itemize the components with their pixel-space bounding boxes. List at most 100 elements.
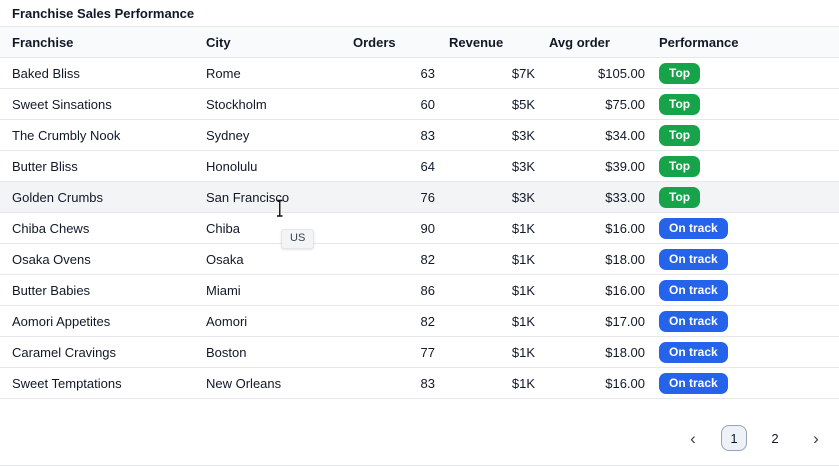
avg-order-cell: $17.00	[537, 305, 647, 337]
franchise-cell: Golden Crumbs	[0, 181, 194, 213]
orders-cell: 77	[341, 336, 437, 368]
pagination-page-1[interactable]: 1	[721, 425, 747, 451]
performance-cell: Top	[647, 181, 839, 213]
orders-cell: 82	[341, 305, 437, 337]
column-header-avg-order: Avg order	[537, 26, 647, 58]
revenue-cell: $1K	[437, 367, 537, 399]
franchise-cell: The Crumbly Nook	[0, 119, 194, 151]
franchise-table: Franchise City Orders Revenue Avg order Perfo…	[0, 26, 839, 399]
table-body: Baked Bliss Rome 63 $7K $105.00 Top Sweet Sins…	[0, 57, 839, 399]
performance-badge: On track	[659, 279, 728, 301]
pagination: ‹ 1 2 ›	[680, 425, 829, 451]
table-row[interactable]: Sweet Sinsations Stockholm 60 $5K $75.00 Top	[0, 88, 839, 120]
revenue-cell: $1K	[437, 274, 537, 306]
orders-cell: 82	[341, 243, 437, 275]
franchise-cell: Aomori Appetites	[0, 305, 194, 337]
orders-cell: 83	[341, 119, 437, 151]
city-cell: Sydney	[194, 119, 341, 151]
performance-badge: On track	[659, 372, 728, 394]
city-cell: San Francisco	[194, 181, 341, 213]
avg-order-cell: $33.00	[537, 181, 647, 213]
revenue-cell: $5K	[437, 88, 537, 120]
table-row[interactable]: Caramel Cravings Boston 77 $1K $18.00 On trac…	[0, 336, 839, 368]
franchise-cell: Butter Babies	[0, 274, 194, 306]
pagination-prev-button[interactable]: ‹	[680, 425, 706, 451]
table-row[interactable]: Sweet Temptations New Orleans 83 $1K $16.00 O…	[0, 367, 839, 399]
avg-order-cell: $16.00	[537, 274, 647, 306]
table-row[interactable]: The Crumbly Nook Sydney 83 $3K $34.00 Top	[0, 119, 839, 151]
orders-cell: 76	[341, 181, 437, 213]
column-header-orders: Orders	[341, 26, 437, 58]
table-row[interactable]: Butter Bliss Honolulu 64 $3K $39.00 Top	[0, 150, 839, 182]
pagination-page-2[interactable]: 2	[762, 425, 788, 451]
revenue-cell: $1K	[437, 336, 537, 368]
column-header-performance: Performance	[647, 26, 839, 58]
franchise-cell: Sweet Sinsations	[0, 88, 194, 120]
table-row[interactable]: Chiba Chews Chiba 90 $1K $16.00 On track	[0, 212, 839, 244]
performance-cell: Top	[647, 57, 839, 89]
table-row[interactable]: Butter Babies Miami 86 $1K $16.00 On track	[0, 274, 839, 306]
avg-order-cell: $16.00	[537, 212, 647, 244]
table-row[interactable]: Osaka Ovens Osaka 82 $1K $18.00 On track	[0, 243, 839, 275]
city-cell: Chiba	[194, 212, 341, 244]
city-cell: Aomori	[194, 305, 341, 337]
city-cell: Honolulu	[194, 150, 341, 182]
franchise-cell: Chiba Chews	[0, 212, 194, 244]
performance-cell: Top	[647, 119, 839, 151]
avg-order-cell: $18.00	[537, 336, 647, 368]
performance-cell: On track	[647, 367, 839, 399]
franchise-cell: Sweet Temptations	[0, 367, 194, 399]
avg-order-cell: $34.00	[537, 119, 647, 151]
revenue-cell: $3K	[437, 119, 537, 151]
performance-badge: Top	[659, 93, 701, 115]
city-cell: Rome	[194, 57, 341, 89]
avg-order-cell: $18.00	[537, 243, 647, 275]
performance-cell: On track	[647, 305, 839, 337]
orders-cell: 90	[341, 212, 437, 244]
performance-badge: Top	[659, 155, 701, 177]
performance-cell: On track	[647, 274, 839, 306]
table-header: Franchise City Orders Revenue Avg order Perfo…	[0, 26, 839, 58]
performance-badge: On track	[659, 217, 728, 239]
revenue-cell: $1K	[437, 212, 537, 244]
revenue-cell: $1K	[437, 305, 537, 337]
table-row[interactable]: Aomori Appetites Aomori 82 $1K $17.00 On trac…	[0, 305, 839, 337]
performance-cell: On track	[647, 212, 839, 244]
orders-cell: 60	[341, 88, 437, 120]
revenue-cell: $3K	[437, 181, 537, 213]
table-row[interactable]: Golden Crumbs San Francisco 76 $3K $33.00 Top	[0, 181, 839, 213]
country-tooltip: US	[281, 229, 315, 249]
revenue-cell: $3K	[437, 150, 537, 182]
orders-cell: 64	[341, 150, 437, 182]
column-header-franchise: Franchise	[0, 26, 194, 58]
city-cell: Stockholm	[194, 88, 341, 120]
page-title: Franchise Sales Performance	[12, 6, 195, 21]
performance-cell: Top	[647, 88, 839, 120]
city-cell: New Orleans	[194, 367, 341, 399]
performance-cell: On track	[647, 336, 839, 368]
city-cell: Osaka	[194, 243, 341, 275]
franchise-cell: Butter Bliss	[0, 150, 194, 182]
city-cell: Boston	[194, 336, 341, 368]
column-header-revenue: Revenue	[437, 26, 537, 58]
header-row: Franchise City Orders Revenue Avg order Perfo…	[0, 26, 839, 58]
table-row[interactable]: Baked Bliss Rome 63 $7K $105.00 Top	[0, 57, 839, 89]
performance-badge: On track	[659, 341, 728, 363]
performance-cell: Top	[647, 150, 839, 182]
pagination-next-button[interactable]: ›	[803, 425, 829, 451]
performance-badge: On track	[659, 248, 728, 270]
revenue-cell: $1K	[437, 243, 537, 275]
orders-cell: 86	[341, 274, 437, 306]
franchise-cell: Baked Bliss	[0, 57, 194, 89]
performance-badge: On track	[659, 310, 728, 332]
revenue-cell: $7K	[437, 57, 537, 89]
performance-badge: Top	[659, 62, 701, 84]
orders-cell: 63	[341, 57, 437, 89]
franchise-cell: Osaka Ovens	[0, 243, 194, 275]
performance-cell: On track	[647, 243, 839, 275]
column-header-city: City	[194, 26, 341, 58]
city-cell: Miami	[194, 274, 341, 306]
avg-order-cell: $39.00	[537, 150, 647, 182]
avg-order-cell: $16.00	[537, 367, 647, 399]
